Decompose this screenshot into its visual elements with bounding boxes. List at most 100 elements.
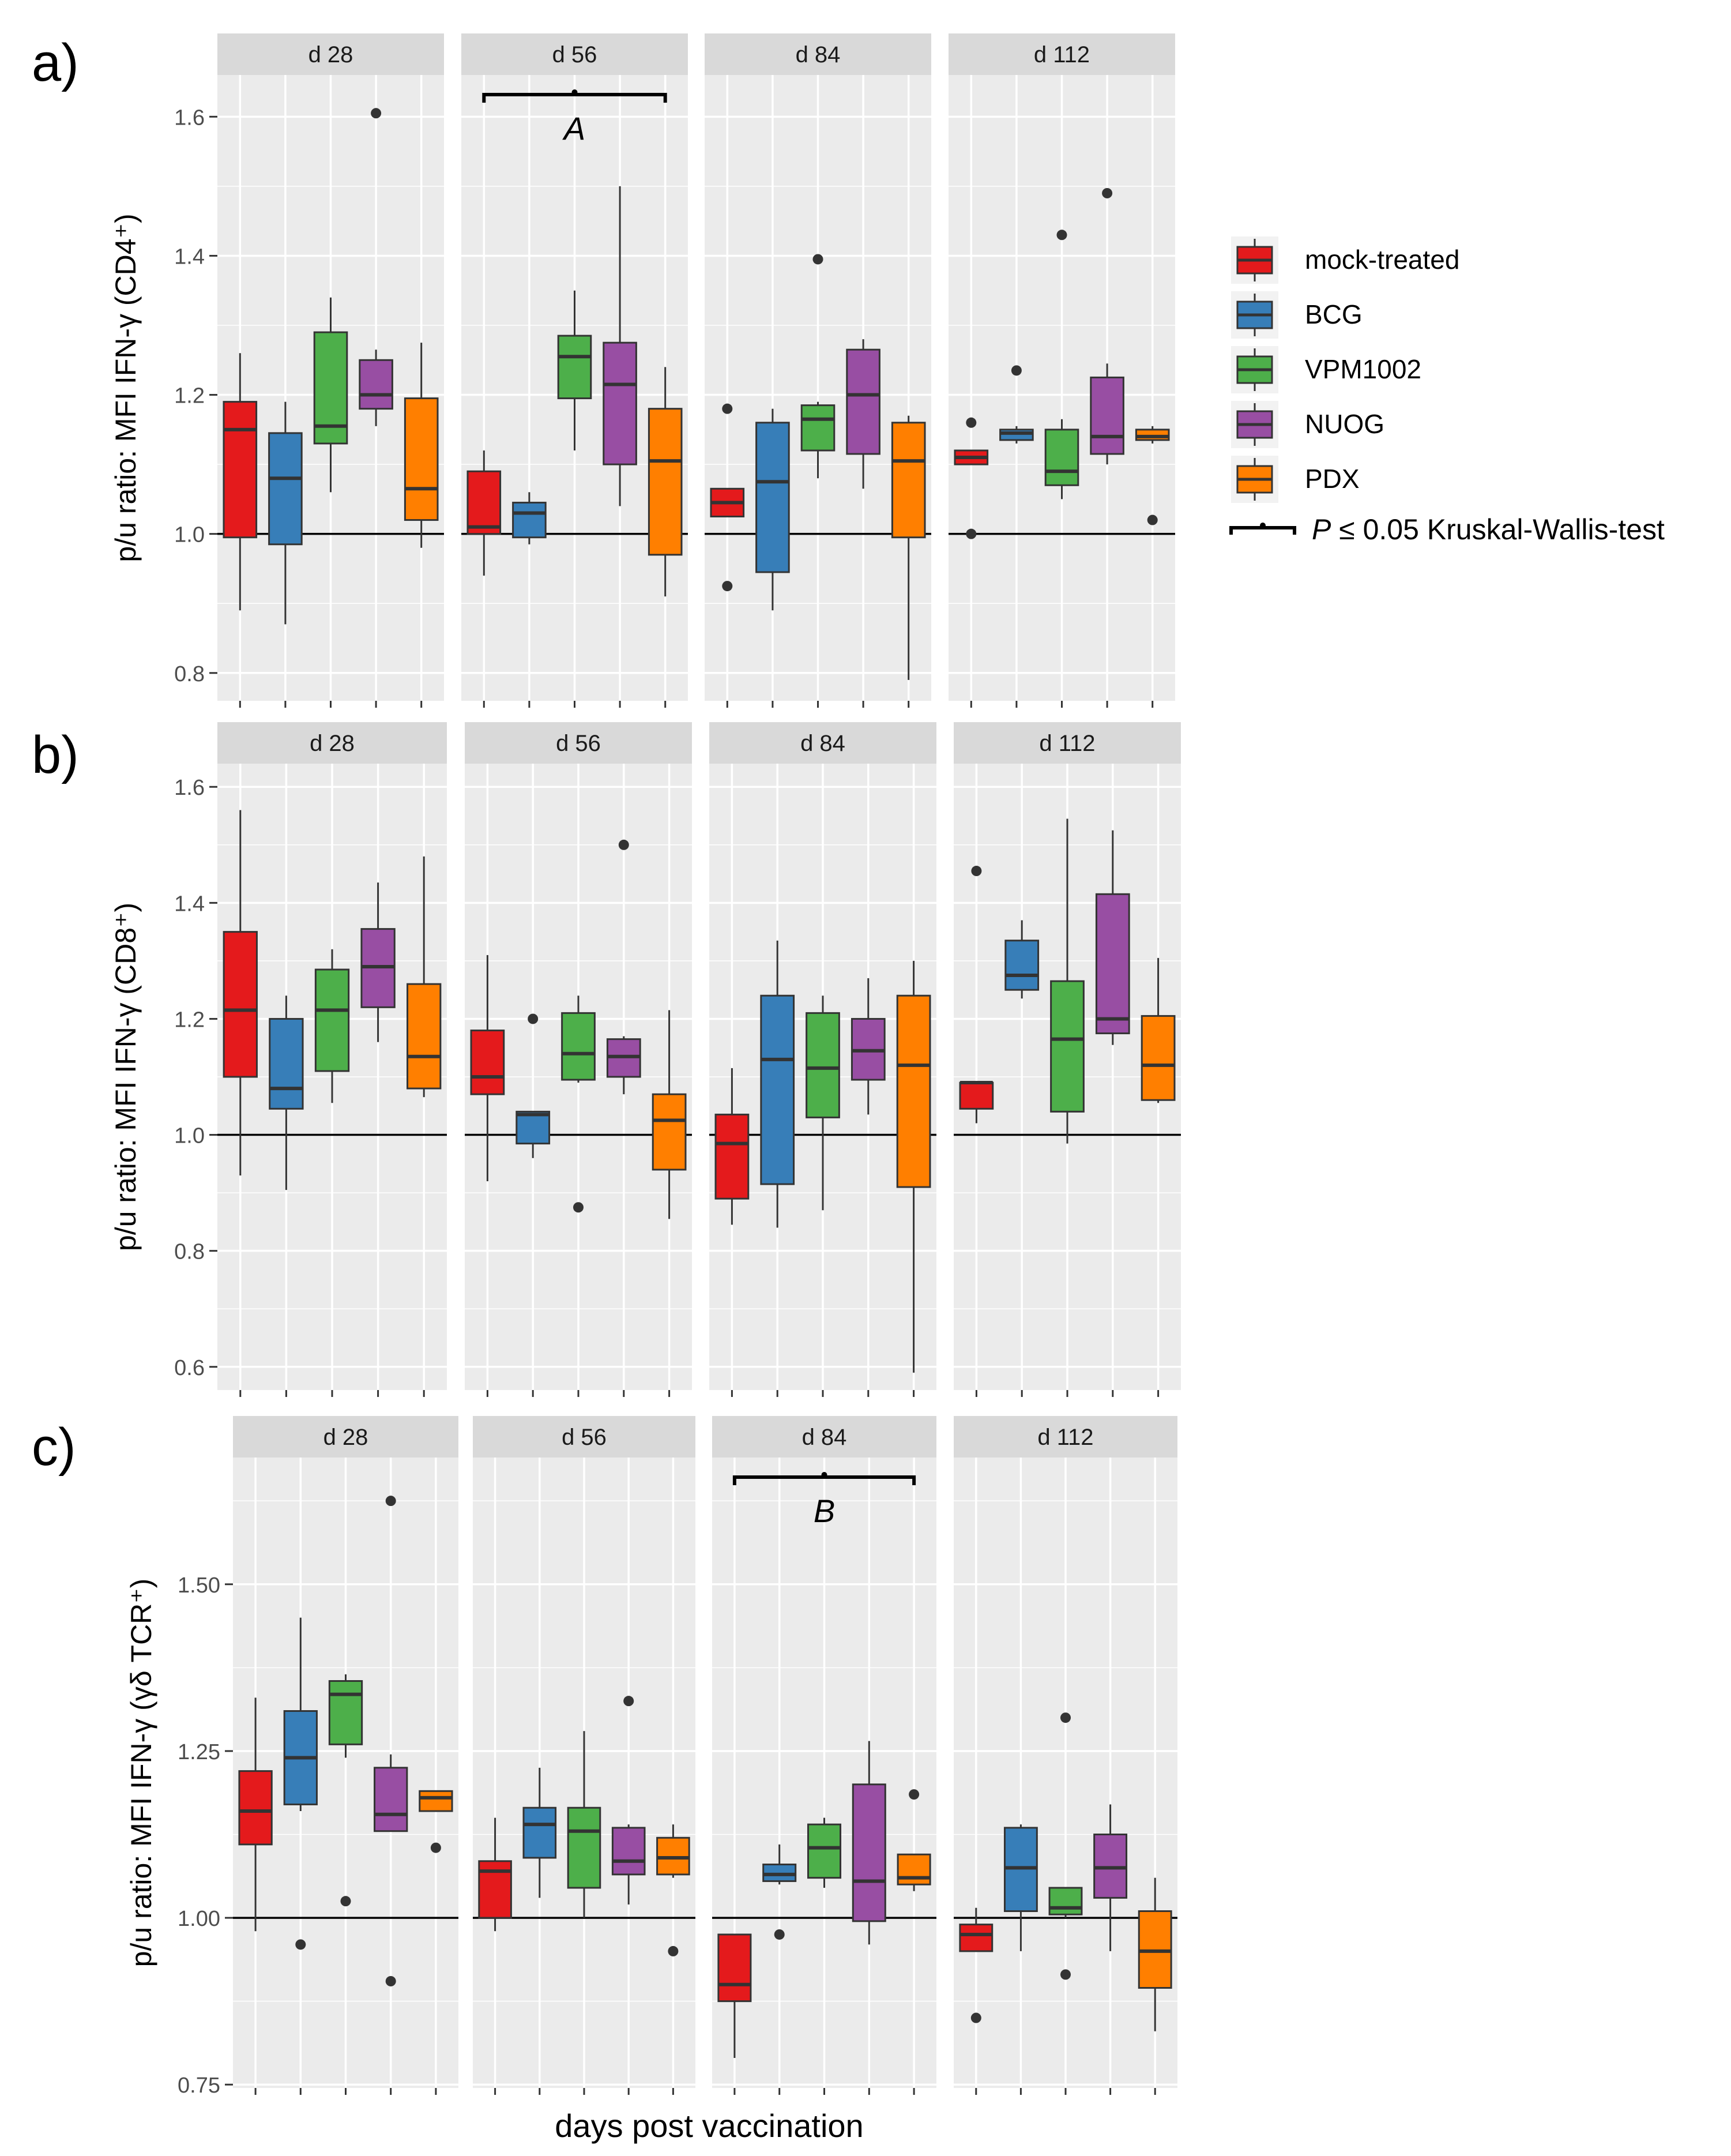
- boxplot-nuog: [360, 882, 396, 1042]
- facet-title: d 56: [552, 42, 597, 67]
- boxplot-vpm1002: [1048, 1712, 1083, 1980]
- y-axis-title: p/u ratio: MFI IFN-γ (CD4⁺): [110, 213, 142, 562]
- box: [896, 994, 931, 1188]
- boxplot-bcg: [999, 365, 1034, 444]
- boxplot-bcg: [755, 408, 790, 611]
- outlier-point: [970, 2012, 981, 2023]
- box: [269, 1017, 304, 1110]
- box: [652, 1093, 687, 1171]
- facet-strip: [954, 1416, 1177, 1458]
- box: [806, 1012, 840, 1118]
- boxplot-mock-treated: [959, 866, 994, 1124]
- legend-significance-rest: ≤ 0.05 Kruskal-Wallis-test: [1331, 513, 1665, 546]
- facet-title: d 56: [556, 731, 601, 756]
- panel-2: b) p/u ratio: MFI IFN-γ (CD8⁺) 0.6 0.8 1.0 1.…: [32, 722, 1181, 1397]
- outlier-point: [971, 866, 982, 877]
- boxplot-pdx: [891, 415, 926, 680]
- boxplot-nuog: [1095, 830, 1130, 1045]
- boxplot-nuog: [603, 186, 637, 506]
- boxplot-mock-treated: [954, 417, 989, 539]
- box: [1044, 429, 1079, 486]
- boxplot-vpm1002: [328, 1674, 363, 1907]
- facet-strip: [465, 722, 692, 764]
- boxplot-pdx: [652, 1010, 687, 1219]
- bracket-dot: [571, 89, 578, 95]
- boxplot-nuog: [611, 1696, 646, 1905]
- box: [999, 429, 1034, 441]
- box: [891, 422, 926, 539]
- y-tick-label: 1.4: [174, 245, 205, 269]
- facet: d 84: [709, 722, 936, 1397]
- outlier-point: [1011, 365, 1022, 376]
- legend-label: VPM1002: [1305, 354, 1421, 384]
- outlier-point: [774, 1929, 785, 1940]
- outlier-point: [385, 1496, 396, 1507]
- boxplot-mock-treated: [466, 450, 502, 576]
- box: [515, 1110, 551, 1145]
- outlier-point: [812, 254, 823, 265]
- boxplot-nuog: [1093, 1804, 1128, 1951]
- boxplot-mock-treated: [223, 810, 258, 1175]
- boxplot-vpm1002: [807, 1817, 842, 1888]
- facet-title: d 84: [796, 42, 841, 67]
- outlier-point: [430, 1842, 441, 1853]
- facet-title: d 112: [1034, 42, 1090, 67]
- facet-strip: [705, 33, 931, 75]
- facet-title: d 84: [800, 731, 845, 756]
- outlier-point: [573, 1202, 584, 1213]
- facet-title: d 56: [562, 1425, 607, 1450]
- legend-bracket-dot: [1260, 523, 1266, 528]
- box: [268, 432, 303, 546]
- facet: d 56 A: [461, 33, 688, 708]
- boxplot-vpm1002: [1044, 230, 1079, 499]
- y-tick-label: 0.75: [178, 2074, 220, 2098]
- panel-label: a): [32, 33, 79, 92]
- box: [603, 341, 637, 465]
- y-tick-label: 1.6: [174, 106, 205, 130]
- significance-bracket: B: [732, 1472, 916, 1529]
- boxplot-bcg: [512, 492, 547, 544]
- outlier-point: [909, 1789, 920, 1800]
- box: [959, 1924, 994, 1952]
- boxplot-bcg: [522, 1767, 557, 1898]
- y-tick-label: 1.0: [174, 1124, 205, 1148]
- legend-label: PDX: [1305, 464, 1360, 494]
- outlier-point: [371, 108, 382, 119]
- boxplot-nuog: [851, 978, 886, 1115]
- legend-label: BCG: [1305, 299, 1363, 329]
- box: [1050, 980, 1085, 1113]
- boxplot-pdx: [648, 367, 683, 597]
- facet-title: d 28: [310, 731, 355, 756]
- box: [328, 1680, 363, 1745]
- outlier-point: [1060, 1712, 1071, 1723]
- box: [852, 1783, 886, 1922]
- panel-3: c) p/u ratio: MFI IFN-γ (γδ TCR⁺) 0.75 1.00…: [32, 1416, 1177, 2098]
- legend-significance-label: P ≤ 0.05 Kruskal-Wallis-test: [1312, 513, 1665, 546]
- boxplot-nuog: [606, 839, 641, 1095]
- y-tick-label: 1.0: [174, 523, 205, 547]
- facet-strip: [461, 33, 688, 75]
- y-tick-label: 1.50: [178, 1573, 220, 1598]
- boxplot-mock-treated: [714, 1068, 750, 1225]
- box: [760, 994, 795, 1185]
- boxplot-mock-treated: [478, 1817, 512, 1932]
- box: [714, 1113, 750, 1200]
- y-tick-label: 1.00: [178, 1907, 220, 1931]
- legend: mock-treated BCG VPM1002 NUOG PDX P ≤ 0.05 Kr…: [1229, 236, 1665, 546]
- facet-strip: [709, 722, 936, 764]
- box: [522, 1806, 557, 1859]
- facet-title: d 28: [308, 42, 353, 67]
- boxplot-vpm1002: [313, 297, 348, 493]
- facet-strip: [233, 1416, 458, 1458]
- box: [717, 1933, 752, 2003]
- boxplot-pdx: [407, 856, 442, 1098]
- outlier-point: [668, 1945, 679, 1956]
- boxplot-nuog: [1090, 187, 1124, 465]
- legend-bracket-icon: [1229, 526, 1296, 535]
- box: [557, 335, 592, 400]
- outlier-point: [1060, 1969, 1071, 1980]
- legend-label: mock-treated: [1305, 245, 1459, 275]
- significance-label: A: [562, 110, 585, 147]
- boxplot-mock-treated: [238, 1697, 273, 1932]
